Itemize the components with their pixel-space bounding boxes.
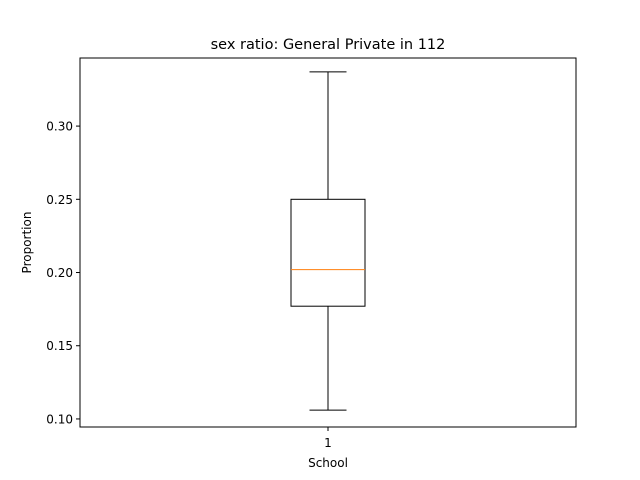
x-axis-label: School (308, 456, 348, 470)
boxes (290, 71, 366, 411)
x-axis: 1 (324, 427, 332, 450)
y-tick-label: 0.20 (46, 266, 73, 280)
y-tick-label: 0.10 (46, 412, 73, 426)
x-tick-label: 1 (324, 436, 332, 450)
y-tick-label: 0.15 (46, 339, 73, 353)
y-axis: 0.10 0.15 0.20 0.25 0.30 (46, 120, 80, 426)
chart-title: sex ratio: General Private in 112 (211, 37, 446, 53)
y-tick-label: 0.30 (46, 120, 73, 134)
y-tick-label: 0.25 (46, 193, 73, 207)
iqr-box (290, 198, 366, 307)
y-axis-label: Proportion (20, 212, 34, 274)
